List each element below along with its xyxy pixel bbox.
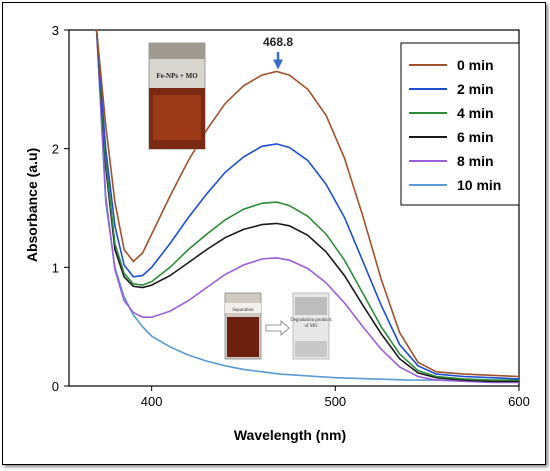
separation-inset: Separation Degradation products of MO [224,292,332,360]
peak-arrowhead-icon [273,59,284,70]
vial-photo-inset: Fe-NPs + MO [148,42,206,150]
peak-label: 468.8 [263,35,293,49]
y-tick-label: 2 [52,142,59,157]
series-line-2-min [95,30,519,380]
series-line-0-min [95,30,519,378]
vial-label: Fe-NPs + MO [156,72,198,80]
legend-label: 8 min [457,153,494,169]
x-axis-label: Wavelength (nm) [234,427,346,443]
x-tick-label: 500 [324,394,346,409]
series-line-8-min [95,30,519,384]
legend-label: 2 min [457,81,494,97]
series-line-10-min [95,30,519,383]
separation-label: Separation [232,308,254,313]
chart: 400 500 600 0 1 2 3 Fe-NPs + MO Separation Deg… [24,23,530,443]
y-axis-label: Absorbance (a.u) [24,148,40,262]
series-line-4-min [95,30,519,381]
peak-annotation: 468.8 [263,35,293,70]
series-layer [95,30,519,384]
x-tick-label: 400 [141,394,163,409]
arrow-icon [265,320,290,336]
products-label-line: of MO [305,324,318,329]
plot-frame [68,29,520,387]
legend-label: 0 min [457,57,494,73]
figure-frame: 400 500 600 0 1 2 3 Fe-NPs + MO Separation Deg… [2,2,546,465]
products-label: Degradation products of MO [290,318,332,329]
series-line-6-min [95,30,519,383]
legend-label: 4 min [457,105,494,121]
legend-label: 6 min [457,129,494,145]
y-tick-label: 1 [52,260,59,275]
legend: 0 min 2 min 4 min 6 min 8 min 10 min [400,42,520,206]
products-label-line: Degradation products [290,318,332,323]
legend-label: 10 min [457,177,501,193]
x-tick-label: 600 [508,394,530,409]
y-tick-label: 3 [52,23,59,38]
y-tick-label: 0 [52,379,59,394]
plot-axes: 400 500 600 0 1 2 3 [52,23,530,409]
